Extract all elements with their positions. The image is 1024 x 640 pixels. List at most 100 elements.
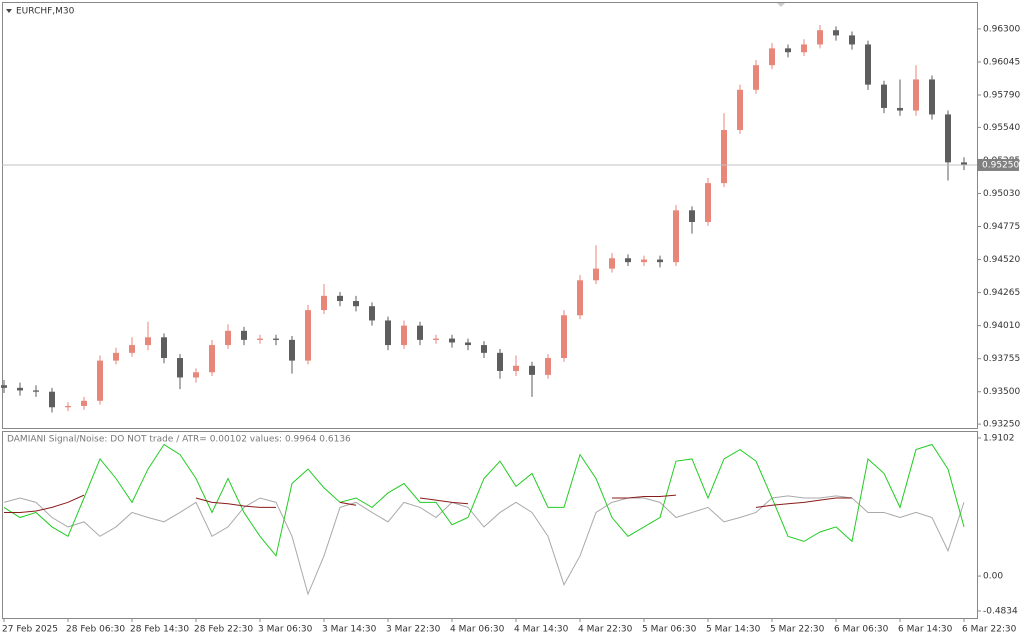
y-tick-label: 0.95540 bbox=[983, 123, 1020, 133]
x-tick-label: 28 Feb 14:30 bbox=[130, 625, 189, 635]
x-tick-label: 27 Feb 2025 bbox=[2, 625, 58, 635]
candle-body bbox=[257, 338, 263, 340]
x-tick-label: 6 Mar 22:30 bbox=[962, 625, 1017, 635]
candle-body bbox=[177, 358, 183, 378]
candle-body bbox=[465, 342, 471, 346]
last-price-box bbox=[977, 158, 1019, 171]
x-tick-label: 28 Feb 22:30 bbox=[194, 625, 253, 635]
x-tick-label: 5 Mar 22:30 bbox=[770, 625, 825, 635]
x-tick-label: 3 Mar 06:30 bbox=[258, 625, 313, 635]
candle-body bbox=[241, 330, 247, 340]
y-tick-label: 0.00 bbox=[983, 572, 1003, 582]
indicator-line bbox=[3, 495, 965, 596]
candle-body bbox=[737, 89, 743, 130]
candle-body bbox=[1, 385, 7, 388]
shift-marker bbox=[777, 3, 785, 7]
candle-body bbox=[129, 345, 135, 353]
indicator-pane bbox=[2, 431, 978, 619]
candle-body bbox=[561, 315, 567, 359]
candle-body bbox=[609, 258, 615, 269]
candle-body bbox=[929, 79, 935, 115]
candle-body bbox=[193, 372, 199, 378]
y-tick-label: 0.94010 bbox=[983, 321, 1020, 331]
y-tick-label: 0.96045 bbox=[983, 57, 1020, 67]
candle-body bbox=[593, 268, 599, 281]
x-tick-label: 4 Mar 06:30 bbox=[450, 625, 505, 635]
candle-body bbox=[865, 44, 871, 85]
x-tick-label: 4 Mar 22:30 bbox=[578, 625, 633, 635]
x-tick-label: 3 Mar 14:30 bbox=[322, 625, 377, 635]
candle-body bbox=[913, 79, 919, 111]
candle-body bbox=[49, 391, 55, 408]
candle-body bbox=[305, 310, 311, 361]
x-tick-label: 6 Mar 06:30 bbox=[834, 625, 889, 635]
y-tick-label: 0.94265 bbox=[983, 288, 1020, 298]
candle-body bbox=[337, 295, 343, 302]
candle-body bbox=[625, 258, 631, 263]
candle-body bbox=[545, 358, 551, 375]
y-tick-label: 0.94520 bbox=[983, 255, 1020, 265]
indicator-line bbox=[4, 494, 852, 513]
x-tick-label: 28 Feb 06:30 bbox=[66, 625, 125, 635]
y-tick-label: 0.96300 bbox=[983, 24, 1020, 34]
candle-body bbox=[209, 345, 215, 373]
candle-body bbox=[753, 65, 759, 90]
candle-body bbox=[513, 365, 519, 371]
candle-body bbox=[945, 114, 951, 163]
candle-body bbox=[673, 210, 679, 263]
candle-body bbox=[369, 306, 375, 321]
candle-body bbox=[65, 405, 71, 408]
candle-body bbox=[577, 280, 583, 316]
candle-body bbox=[33, 390, 39, 392]
indicator-line bbox=[3, 443, 965, 557]
candle-body bbox=[833, 30, 839, 36]
candle-body bbox=[81, 400, 87, 406]
y-tick-label: 0.95790 bbox=[983, 90, 1020, 100]
y-tick-label: 0.93250 bbox=[983, 420, 1020, 430]
last-price-label: 0.95250 bbox=[982, 160, 1019, 170]
candle-body bbox=[721, 129, 727, 184]
candle-body bbox=[689, 210, 695, 222]
candle-body bbox=[225, 330, 231, 346]
candle-body bbox=[529, 365, 535, 375]
candle-body bbox=[17, 387, 23, 391]
y-tick-label: 0.93755 bbox=[983, 354, 1020, 364]
x-tick-label: 5 Mar 14:30 bbox=[706, 625, 761, 635]
candle-body bbox=[497, 352, 503, 371]
candle-body bbox=[881, 84, 887, 108]
candle-body bbox=[385, 320, 391, 346]
candle-body bbox=[353, 301, 359, 307]
candle-body bbox=[785, 48, 791, 53]
candle-body bbox=[97, 360, 103, 401]
x-tick-label: 3 Mar 22:30 bbox=[386, 625, 441, 635]
y-tick-label: 0.95030 bbox=[983, 189, 1020, 199]
candle-body bbox=[961, 162, 967, 165]
candle-body bbox=[449, 338, 455, 343]
candle-body bbox=[657, 259, 663, 263]
candle-body bbox=[289, 339, 295, 361]
x-tick-label: 6 Mar 14:30 bbox=[898, 625, 953, 635]
candle-body bbox=[273, 338, 279, 340]
candle-body bbox=[161, 337, 167, 359]
candle-body bbox=[401, 325, 407, 346]
y-tick-label: 0.93500 bbox=[983, 387, 1020, 397]
candle-body bbox=[321, 295, 327, 311]
indicator-title: DAMIANI Signal/Noise: DO NOT trade / ATR… bbox=[7, 435, 351, 445]
y-tick-label: 1.9102 bbox=[983, 434, 1015, 444]
x-tick-label: 5 Mar 06:30 bbox=[642, 625, 697, 635]
candle-body bbox=[897, 107, 903, 111]
candle-body bbox=[113, 352, 119, 361]
chart-title: EURCHF,M30 bbox=[16, 7, 75, 17]
candle-body bbox=[817, 30, 823, 45]
candle-body bbox=[705, 183, 711, 222]
candle-body bbox=[849, 35, 855, 45]
menu-arrow[interactable] bbox=[6, 9, 12, 13]
y-tick-label: 0.94775 bbox=[983, 222, 1020, 232]
candle-body bbox=[641, 259, 647, 263]
candle-body bbox=[769, 48, 775, 66]
main-pane bbox=[2, 2, 978, 429]
y-tick-label: -0.4834 bbox=[983, 607, 1018, 617]
